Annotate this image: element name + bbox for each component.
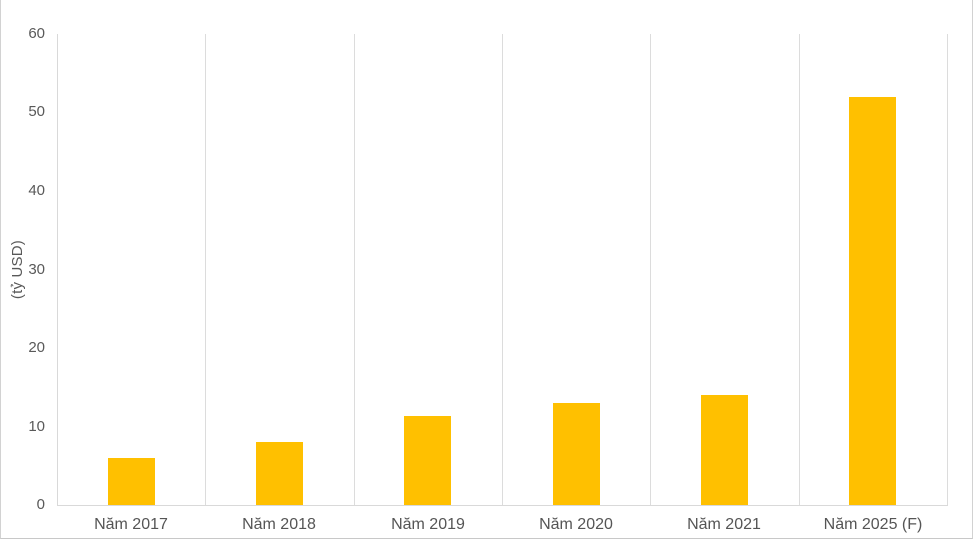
category-gridline xyxy=(502,34,503,505)
x-category-label: Năm 2020 xyxy=(539,516,613,533)
x-category-label: Năm 2021 xyxy=(687,516,761,533)
category-gridline xyxy=(947,34,948,505)
y-tick-label: 30 xyxy=(28,261,45,278)
bar xyxy=(701,395,748,505)
x-category-label: Năm 2018 xyxy=(242,516,316,533)
y-tick-label: 10 xyxy=(28,418,45,435)
bar xyxy=(404,416,451,505)
x-axis-line xyxy=(57,505,948,506)
bar xyxy=(849,97,896,505)
y-tick-label: 20 xyxy=(28,339,45,356)
y-tick-label: 50 xyxy=(28,103,45,120)
category-gridline xyxy=(799,34,800,505)
category-gridline xyxy=(650,34,651,505)
x-category-label: Năm 2025 (F) xyxy=(823,516,923,533)
category-gridline xyxy=(354,34,355,505)
bar xyxy=(108,458,155,505)
category-gridline xyxy=(205,34,206,505)
y-tick-label: 40 xyxy=(28,182,45,199)
x-category-label: Năm 2017 xyxy=(94,516,168,533)
y-axis-line xyxy=(57,34,58,505)
y-tick-label: 60 xyxy=(28,25,45,42)
bar xyxy=(256,442,303,505)
x-category-label: Năm 2019 xyxy=(391,516,465,533)
y-tick-label: 0 xyxy=(36,496,45,513)
bar xyxy=(553,403,600,505)
